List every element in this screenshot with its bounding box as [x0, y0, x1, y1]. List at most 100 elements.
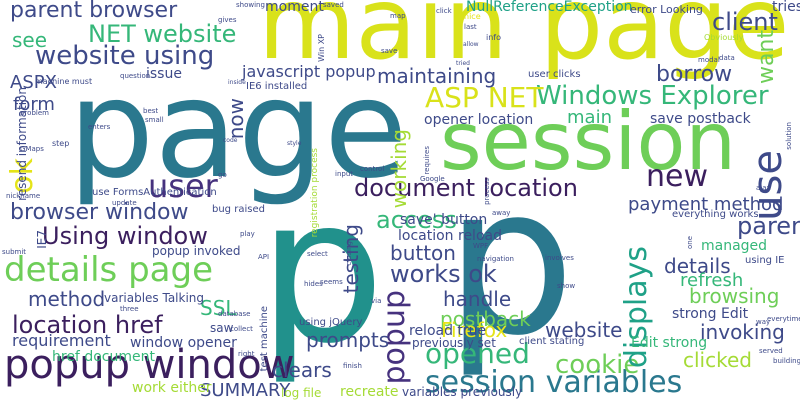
word-google: Google — [420, 175, 445, 183]
word-using-window: Using window — [42, 222, 208, 250]
word-now: now — [224, 98, 248, 140]
word-popup-window: popup window — [4, 342, 295, 388]
word-opened: opened — [425, 337, 530, 370]
word-away: away — [492, 209, 511, 217]
word-map: map — [390, 12, 406, 20]
word-session-variables: session variables — [425, 365, 683, 400]
word-gmaps: GMaps — [20, 145, 44, 153]
word-everything-works: everything works — [672, 209, 759, 220]
word-managed: managed — [701, 238, 768, 254]
word-control: control — [360, 165, 385, 173]
word-document-location: document location — [354, 174, 578, 202]
word-win-xp: Win XP — [317, 34, 326, 62]
word-previously-set: previously set — [412, 336, 496, 350]
word-hides: hides — [304, 280, 323, 288]
word-tries: tries — [772, 0, 800, 15]
word-via: via — [371, 297, 382, 305]
word-see: see — [12, 28, 48, 52]
word-details: details — [664, 254, 731, 278]
word-update: update — [112, 199, 137, 207]
word-details-page: details page — [4, 250, 213, 290]
word-website: website — [545, 318, 623, 342]
word-issue: issue — [146, 66, 182, 82]
word-moment: moment — [265, 0, 324, 15]
word-cookie: cookie — [555, 350, 640, 380]
word-javascript-popup: javascript popup — [242, 62, 376, 81]
word-info: info — [486, 33, 502, 42]
word-saved: saved — [323, 1, 344, 9]
word-postback: postback — [440, 307, 531, 331]
word-involves: involves — [545, 254, 574, 262]
word-requires: requires — [423, 146, 431, 175]
word-three: three — [120, 305, 139, 313]
word-handle: handle — [443, 287, 512, 311]
word-ie7: IE7 — [35, 230, 49, 249]
word-process: process — [483, 178, 491, 205]
word-location-href: location href — [12, 311, 163, 339]
word-click: click — [436, 7, 452, 15]
word-select: select — [307, 250, 328, 258]
word-clicked: clicked — [683, 348, 752, 372]
word-window-opener: window opener — [130, 335, 237, 351]
word-opener-location: opener location — [424, 112, 534, 128]
word-building: building — [773, 357, 800, 365]
word-tried: tried — [456, 60, 470, 67]
word-best: best — [143, 107, 159, 115]
word-go: go — [218, 171, 227, 179]
word-refresh: refresh — [680, 270, 744, 291]
word-summary: SUMMARY — [200, 380, 291, 400]
word-code: code — [223, 137, 238, 144]
word-save-button: save' button — [400, 212, 488, 228]
word-play: play — [240, 230, 255, 238]
word-edit-strong: Edit strong — [631, 335, 708, 351]
word-work-either: work either — [132, 380, 212, 396]
word-session: session — [440, 95, 737, 188]
word-inside: inside — [228, 79, 246, 86]
word-p: p — [445, 143, 576, 381]
word-seems: seems — [320, 278, 343, 286]
word-error-looking: error Looking — [630, 3, 703, 16]
word-working: working — [387, 129, 411, 209]
word-nickname: nickname — [6, 192, 41, 200]
word-wpf: WPF — [473, 242, 489, 250]
word-api: API — [258, 253, 270, 261]
word-nullreferenceexception: NullReferenceException — [466, 0, 633, 15]
word-works-ok: works ok — [390, 260, 497, 288]
word-collect: collect — [230, 325, 253, 333]
word-payment-method: payment method — [628, 194, 784, 215]
word-allow: allow — [463, 41, 479, 48]
word-recreate: recreate — [340, 384, 399, 400]
word-borrow: borrow — [656, 62, 733, 87]
word-one: one — [686, 236, 694, 250]
word-last: last — [464, 23, 477, 31]
word-strong-edit: strong Edit — [672, 306, 749, 322]
word-clears: clears — [272, 358, 332, 382]
word-ssl: SSL — [200, 296, 237, 320]
word-href-document: href document — [52, 349, 155, 365]
word-invoking: invoking — [700, 320, 785, 344]
word-reload-true: reload true — [409, 323, 487, 339]
word-log-file: log file — [281, 386, 322, 400]
word-variables-talking: variables Talking — [104, 291, 205, 305]
word-ajax: ajax — [756, 184, 771, 192]
word-closing: closing — [345, 241, 353, 266]
word-navigation: navigation — [477, 255, 514, 263]
word-use-formsauthentication: use FormsAuthentication — [92, 187, 217, 198]
word-access: access — [376, 206, 457, 234]
word-website-using: website using — [35, 41, 215, 71]
word-main: main — [567, 107, 612, 128]
word-asp-net: ASP NET — [425, 81, 544, 114]
word-browsing: browsing — [689, 284, 780, 308]
word-user: user — [148, 167, 218, 205]
word-show: show — [557, 282, 576, 290]
word-finish: finish — [343, 362, 362, 370]
word-solution: solution — [785, 122, 793, 150]
word-database: database — [218, 310, 251, 318]
word-requirement: requirement — [12, 331, 111, 350]
word-popup-invoked: popup invoked — [152, 244, 241, 258]
word-submit: submit — [2, 248, 27, 256]
word-style: style — [287, 140, 302, 147]
word-nice: nice — [464, 12, 481, 21]
word-served: served — [759, 347, 783, 355]
word-using-jquery: using jQuery — [299, 317, 363, 328]
